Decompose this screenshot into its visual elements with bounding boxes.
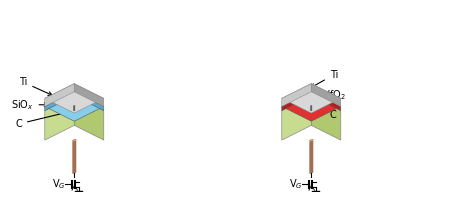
- Polygon shape: [45, 84, 104, 113]
- Polygon shape: [73, 105, 75, 106]
- Polygon shape: [311, 96, 341, 140]
- Polygon shape: [72, 139, 76, 141]
- Polygon shape: [73, 105, 75, 111]
- Polygon shape: [309, 139, 313, 141]
- Text: C: C: [15, 111, 70, 129]
- Polygon shape: [45, 92, 74, 111]
- Polygon shape: [282, 92, 311, 111]
- Polygon shape: [73, 139, 76, 174]
- Polygon shape: [45, 96, 104, 125]
- Polygon shape: [310, 105, 312, 106]
- Text: V$_G$: V$_G$: [289, 177, 302, 191]
- Polygon shape: [73, 105, 75, 111]
- Polygon shape: [45, 96, 74, 140]
- Polygon shape: [282, 84, 341, 113]
- Polygon shape: [282, 84, 311, 106]
- Polygon shape: [310, 105, 312, 111]
- Text: Ti: Ti: [311, 70, 338, 88]
- Polygon shape: [282, 92, 341, 121]
- Polygon shape: [310, 139, 313, 174]
- Polygon shape: [282, 96, 311, 140]
- Polygon shape: [311, 84, 341, 106]
- Text: SiO$_x$: SiO$_x$: [11, 98, 48, 112]
- Text: C: C: [315, 110, 337, 120]
- Polygon shape: [45, 92, 104, 121]
- Polygon shape: [311, 92, 341, 111]
- Text: V$_G$: V$_G$: [52, 177, 65, 191]
- Text: Ti: Ti: [19, 77, 52, 95]
- Polygon shape: [310, 105, 312, 111]
- Polygon shape: [74, 96, 104, 140]
- Polygon shape: [310, 105, 312, 106]
- Polygon shape: [74, 92, 104, 111]
- Polygon shape: [282, 96, 341, 125]
- Polygon shape: [73, 105, 75, 106]
- Text: HfO$_2$: HfO$_2$: [311, 89, 346, 102]
- Polygon shape: [45, 84, 74, 106]
- Polygon shape: [74, 84, 104, 106]
